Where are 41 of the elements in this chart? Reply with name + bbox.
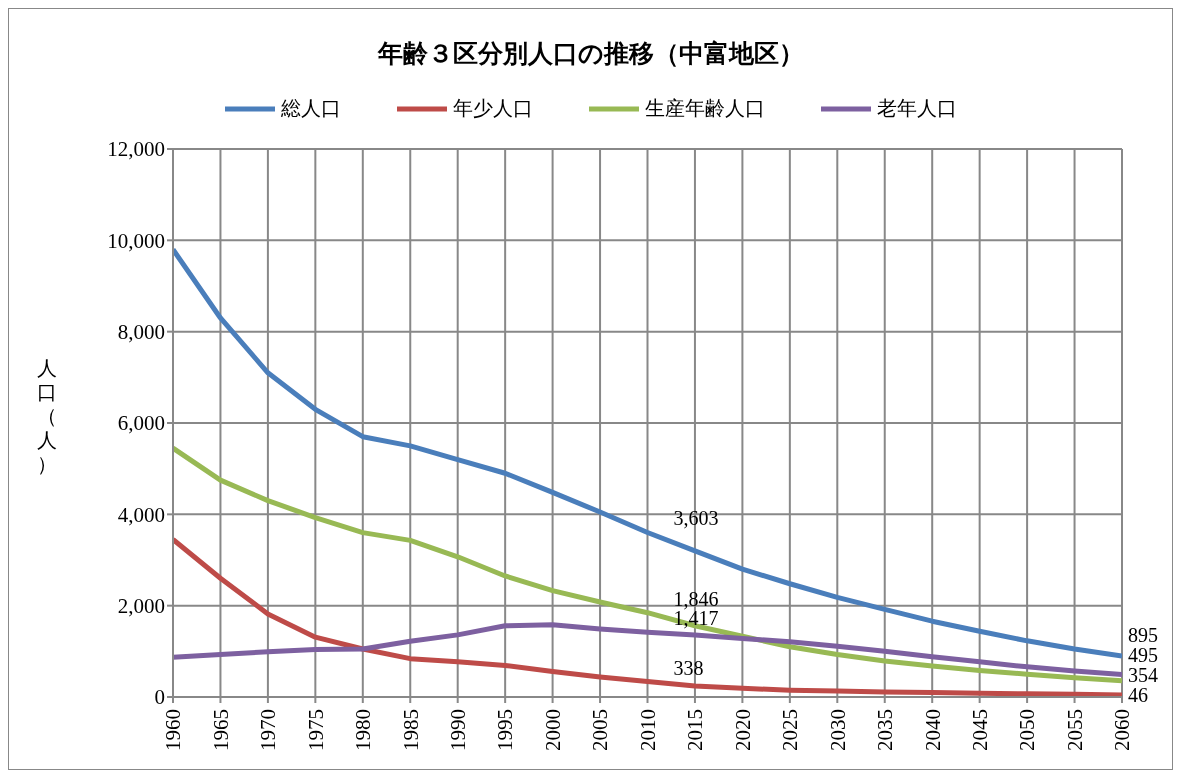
x-tick-label: 1970	[256, 709, 281, 751]
y-tick-label: 2,000	[117, 594, 165, 619]
data-label: 354	[1128, 663, 1158, 686]
x-tick-label: 2035	[873, 709, 898, 751]
x-tick-label: 1965	[208, 709, 233, 751]
x-tick-label: 2010	[635, 709, 660, 751]
x-tick-label: 2040	[920, 709, 945, 751]
x-tick-label: 2030	[825, 709, 850, 751]
legend-label: 老年人口	[876, 95, 957, 122]
x-tick-label: 2015	[683, 709, 708, 751]
x-tick-label: 1990	[446, 709, 471, 751]
y-tick-label: 6,000	[117, 411, 165, 436]
x-tick-label: 1960	[161, 709, 186, 751]
x-tick-label: 2000	[540, 709, 565, 751]
legend-label: 生産年齢人口	[644, 95, 765, 122]
data-label: 495	[1128, 643, 1158, 666]
data-label: 895	[1128, 623, 1158, 646]
y-tick-label: 12,000	[107, 137, 165, 162]
y-axis-title: 人口（人）	[37, 356, 57, 476]
x-tick-label: 1980	[351, 709, 376, 751]
y-tick-label: 0	[154, 685, 165, 710]
data-label: 338	[673, 656, 704, 679]
data-label: 3,603	[673, 507, 719, 530]
data-label: 46	[1128, 683, 1148, 706]
y-tick-label: 8,000	[117, 320, 165, 345]
x-tick-label: 1995	[493, 709, 518, 751]
x-tick-label: 2060	[1110, 709, 1135, 751]
x-tick-label: 2005	[588, 709, 613, 751]
x-tick-label: 1985	[398, 709, 423, 751]
legend-label: 総人口	[280, 95, 341, 122]
x-tick-label: 2020	[730, 709, 755, 751]
y-tick-label: 4,000	[117, 502, 165, 527]
x-tick-label: 2025	[778, 709, 803, 751]
x-tick-label: 1975	[303, 709, 328, 751]
chart-title: 年齢３区分別人口の推移（中富地区）	[376, 38, 805, 70]
data-label: 1,846	[673, 587, 719, 610]
x-tick-label: 2050	[1015, 709, 1040, 751]
x-tick-label: 2055	[1062, 709, 1087, 751]
y-tick-label: 10,000	[107, 228, 165, 253]
legend-label: 年少人口	[452, 95, 533, 122]
x-tick-label: 2045	[968, 709, 992, 751]
